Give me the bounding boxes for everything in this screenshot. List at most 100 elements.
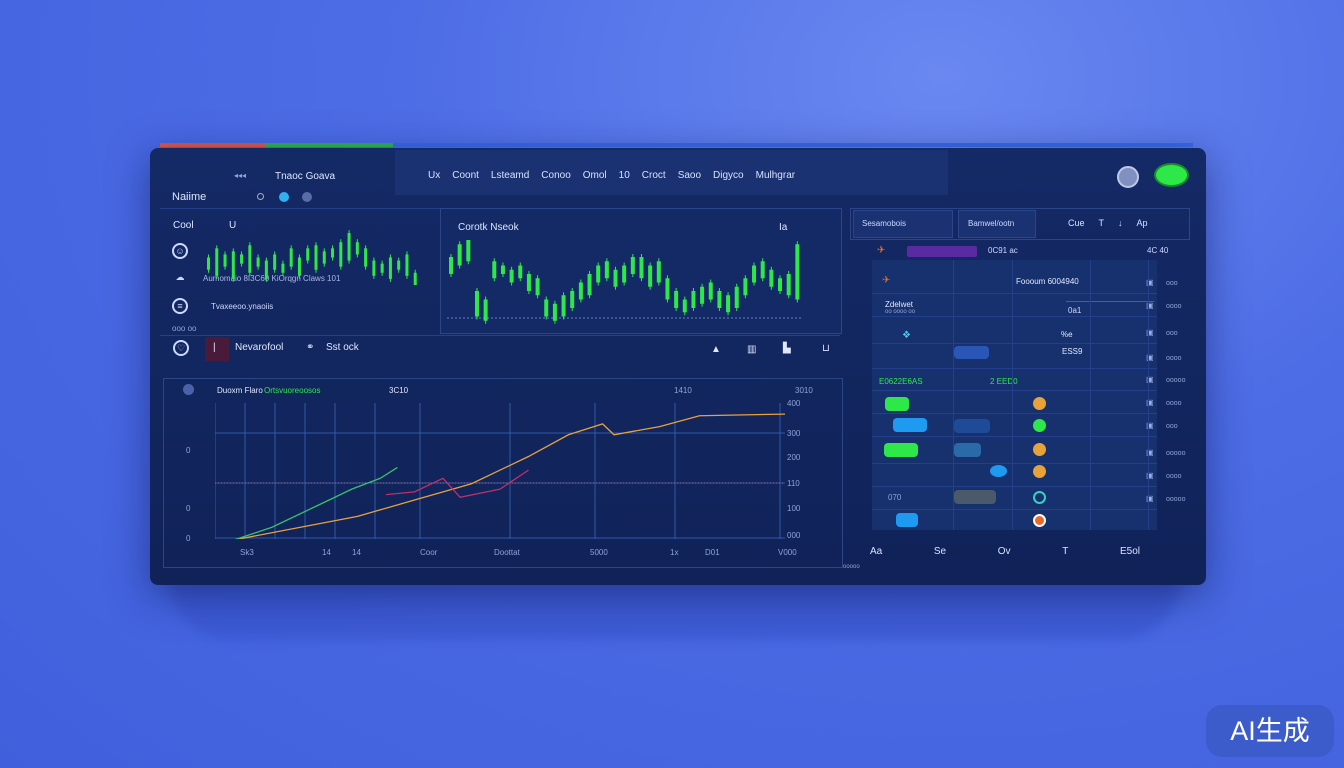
y-tick-right: 110 <box>787 479 800 488</box>
cloud-icon[interactable]: ☁ <box>175 272 185 282</box>
row-action-icon[interactable]: ▣ <box>1146 301 1154 310</box>
audio-icon: ◂◂◂ <box>234 171 247 180</box>
grid-row-line <box>872 390 1157 391</box>
row-action-icon[interactable]: ▣ <box>1146 278 1154 287</box>
bars-icon[interactable]: ▥ <box>747 344 757 355</box>
radio-on[interactable] <box>279 192 289 202</box>
row-number: 070 <box>888 493 902 502</box>
plane-icon: ✈ <box>882 275 891 286</box>
nav-item[interactable]: Omol <box>582 170 607 181</box>
bottom-nav-icon[interactable]: Ov <box>997 546 1011 557</box>
row-action-icon[interactable]: ▣ <box>1146 398 1154 407</box>
tab-2[interactable] <box>958 210 1036 238</box>
nav-item[interactable]: Croct <box>641 170 666 181</box>
buy-pill[interactable] <box>885 397 909 411</box>
buy-pill[interactable] <box>884 443 918 457</box>
row-action-icon[interactable]: ▣ <box>1146 353 1154 362</box>
chat-icon[interactable]: ≡ <box>172 298 188 314</box>
globe-icon[interactable] <box>1117 166 1139 188</box>
y-tick-left: 0 <box>186 504 191 513</box>
row-action-icon[interactable]: ▣ <box>1146 421 1154 430</box>
radio-off[interactable] <box>257 193 264 200</box>
row-sublabel: oo oooo oo <box>885 309 916 315</box>
red-line <box>1066 301 1154 302</box>
x-label: 1x <box>670 548 679 557</box>
blue-pill[interactable] <box>893 418 927 432</box>
bottom-nav-icon[interactable]: Se <box>933 546 947 557</box>
grid-row-line <box>872 343 1157 344</box>
nav-item[interactable]: Ux <box>428 170 441 181</box>
blue-dot[interactable] <box>990 465 1007 477</box>
bottom-nav-icon[interactable]: Aa <box>870 546 883 557</box>
row-action-icon[interactable]: ▣ <box>1146 328 1154 337</box>
top-mid-value: 1410 <box>674 386 692 395</box>
gray-block <box>954 490 996 504</box>
row-head: 0C91 ac <box>988 246 1018 255</box>
row-action-icon[interactable]: ▣ <box>1146 448 1154 457</box>
nav-item[interactable]: Mulhgrar <box>755 170 796 181</box>
x-label: Doottat <box>494 548 520 557</box>
nav-item[interactable]: Saoo <box>677 170 702 181</box>
nav-item[interactable]: Digyco <box>713 170 744 181</box>
x-label: 5000 <box>590 548 608 557</box>
row-action-icon[interactable]: ▣ <box>1146 375 1154 384</box>
legend-green: Ortsvuoreoosos <box>264 386 321 395</box>
toolbar-label-a[interactable]: Nevarofool <box>235 342 284 353</box>
bottom-nav-icon[interactable]: E5ol <box>1119 546 1140 557</box>
main-chart-corner: Ia <box>779 222 788 233</box>
tool-button[interactable]: Ap <box>1136 218 1148 228</box>
grid-row-line <box>872 316 1157 317</box>
row-value-right: oooo <box>1166 303 1182 310</box>
strip-blue <box>393 143 1193 147</box>
orange-coin-icon[interactable] <box>1033 514 1046 527</box>
row-value-right: oooo <box>1166 473 1182 480</box>
nav-item[interactable]: Lsteamd <box>490 170 530 181</box>
green-coin-icon[interactable] <box>1033 419 1046 432</box>
chart-settings-icon[interactable] <box>183 384 194 395</box>
orange-coin-icon[interactable] <box>1033 465 1046 478</box>
grid-row-line <box>872 509 1157 510</box>
tab-2-label: Bamwel/ootn <box>968 219 1015 228</box>
row-meta: ooo oo <box>172 324 197 333</box>
tool-button[interactable]: T <box>1098 218 1105 228</box>
right-tabs <box>850 208 1190 240</box>
tool-button[interactable]: ↓ <box>1118 218 1123 228</box>
orange-coin-icon[interactable] <box>1033 443 1046 456</box>
row-value-right: ooo <box>1166 280 1178 287</box>
row-value-right: ooooo <box>1166 377 1186 384</box>
layout-icon[interactable]: ▙ <box>783 343 791 354</box>
tool-button[interactable]: Cue <box>1068 218 1085 228</box>
bucket-icon[interactable]: ⊔ <box>822 343 830 354</box>
radio-option[interactable] <box>302 192 312 202</box>
row-action-icon[interactable]: ▣ <box>1146 494 1154 503</box>
toolbar-label-b[interactable]: Sst ock <box>326 342 359 353</box>
nav-item[interactable]: 10 <box>618 170 630 181</box>
orange-coin-icon[interactable] <box>1033 397 1046 410</box>
heart-icon[interactable]: ♡ <box>173 340 189 356</box>
legend-value: 3C10 <box>389 386 409 395</box>
chart-up-icon[interactable]: ▲ <box>711 344 721 355</box>
main-candle-chart <box>447 240 802 324</box>
row-value-right: oooo <box>1166 355 1182 362</box>
teal-coin-icon[interactable] <box>1033 491 1046 504</box>
status-green-icon[interactable] <box>1154 163 1189 187</box>
y-tick-right: 000 <box>787 531 801 540</box>
line-chart <box>215 403 785 539</box>
tab-1[interactable] <box>853 210 953 238</box>
bird-icon: ❖ <box>902 330 911 341</box>
ai-generated-badge: AI生成 <box>1206 705 1334 757</box>
marker-button[interactable] <box>205 337 229 361</box>
blue-pill[interactable] <box>896 513 918 527</box>
robot-icon[interactable]: ☺ <box>172 243 188 259</box>
app-title: Naiime <box>172 191 207 203</box>
y-tick-right: 400 <box>787 399 801 408</box>
grid-row-line <box>872 368 1157 369</box>
row-title: Foooum 6004940 <box>1016 277 1079 286</box>
nav-item[interactable]: Coont <box>452 170 479 181</box>
bottom-nav-icon[interactable]: T <box>1062 546 1069 557</box>
row-name: Tvaxeeoo.ynaoiis <box>211 302 274 311</box>
row-value: %e <box>1061 330 1073 339</box>
nav-item[interactable]: Conoo <box>541 170 571 181</box>
x-label: Coor <box>420 548 438 557</box>
row-action-icon[interactable]: ▣ <box>1146 471 1154 480</box>
